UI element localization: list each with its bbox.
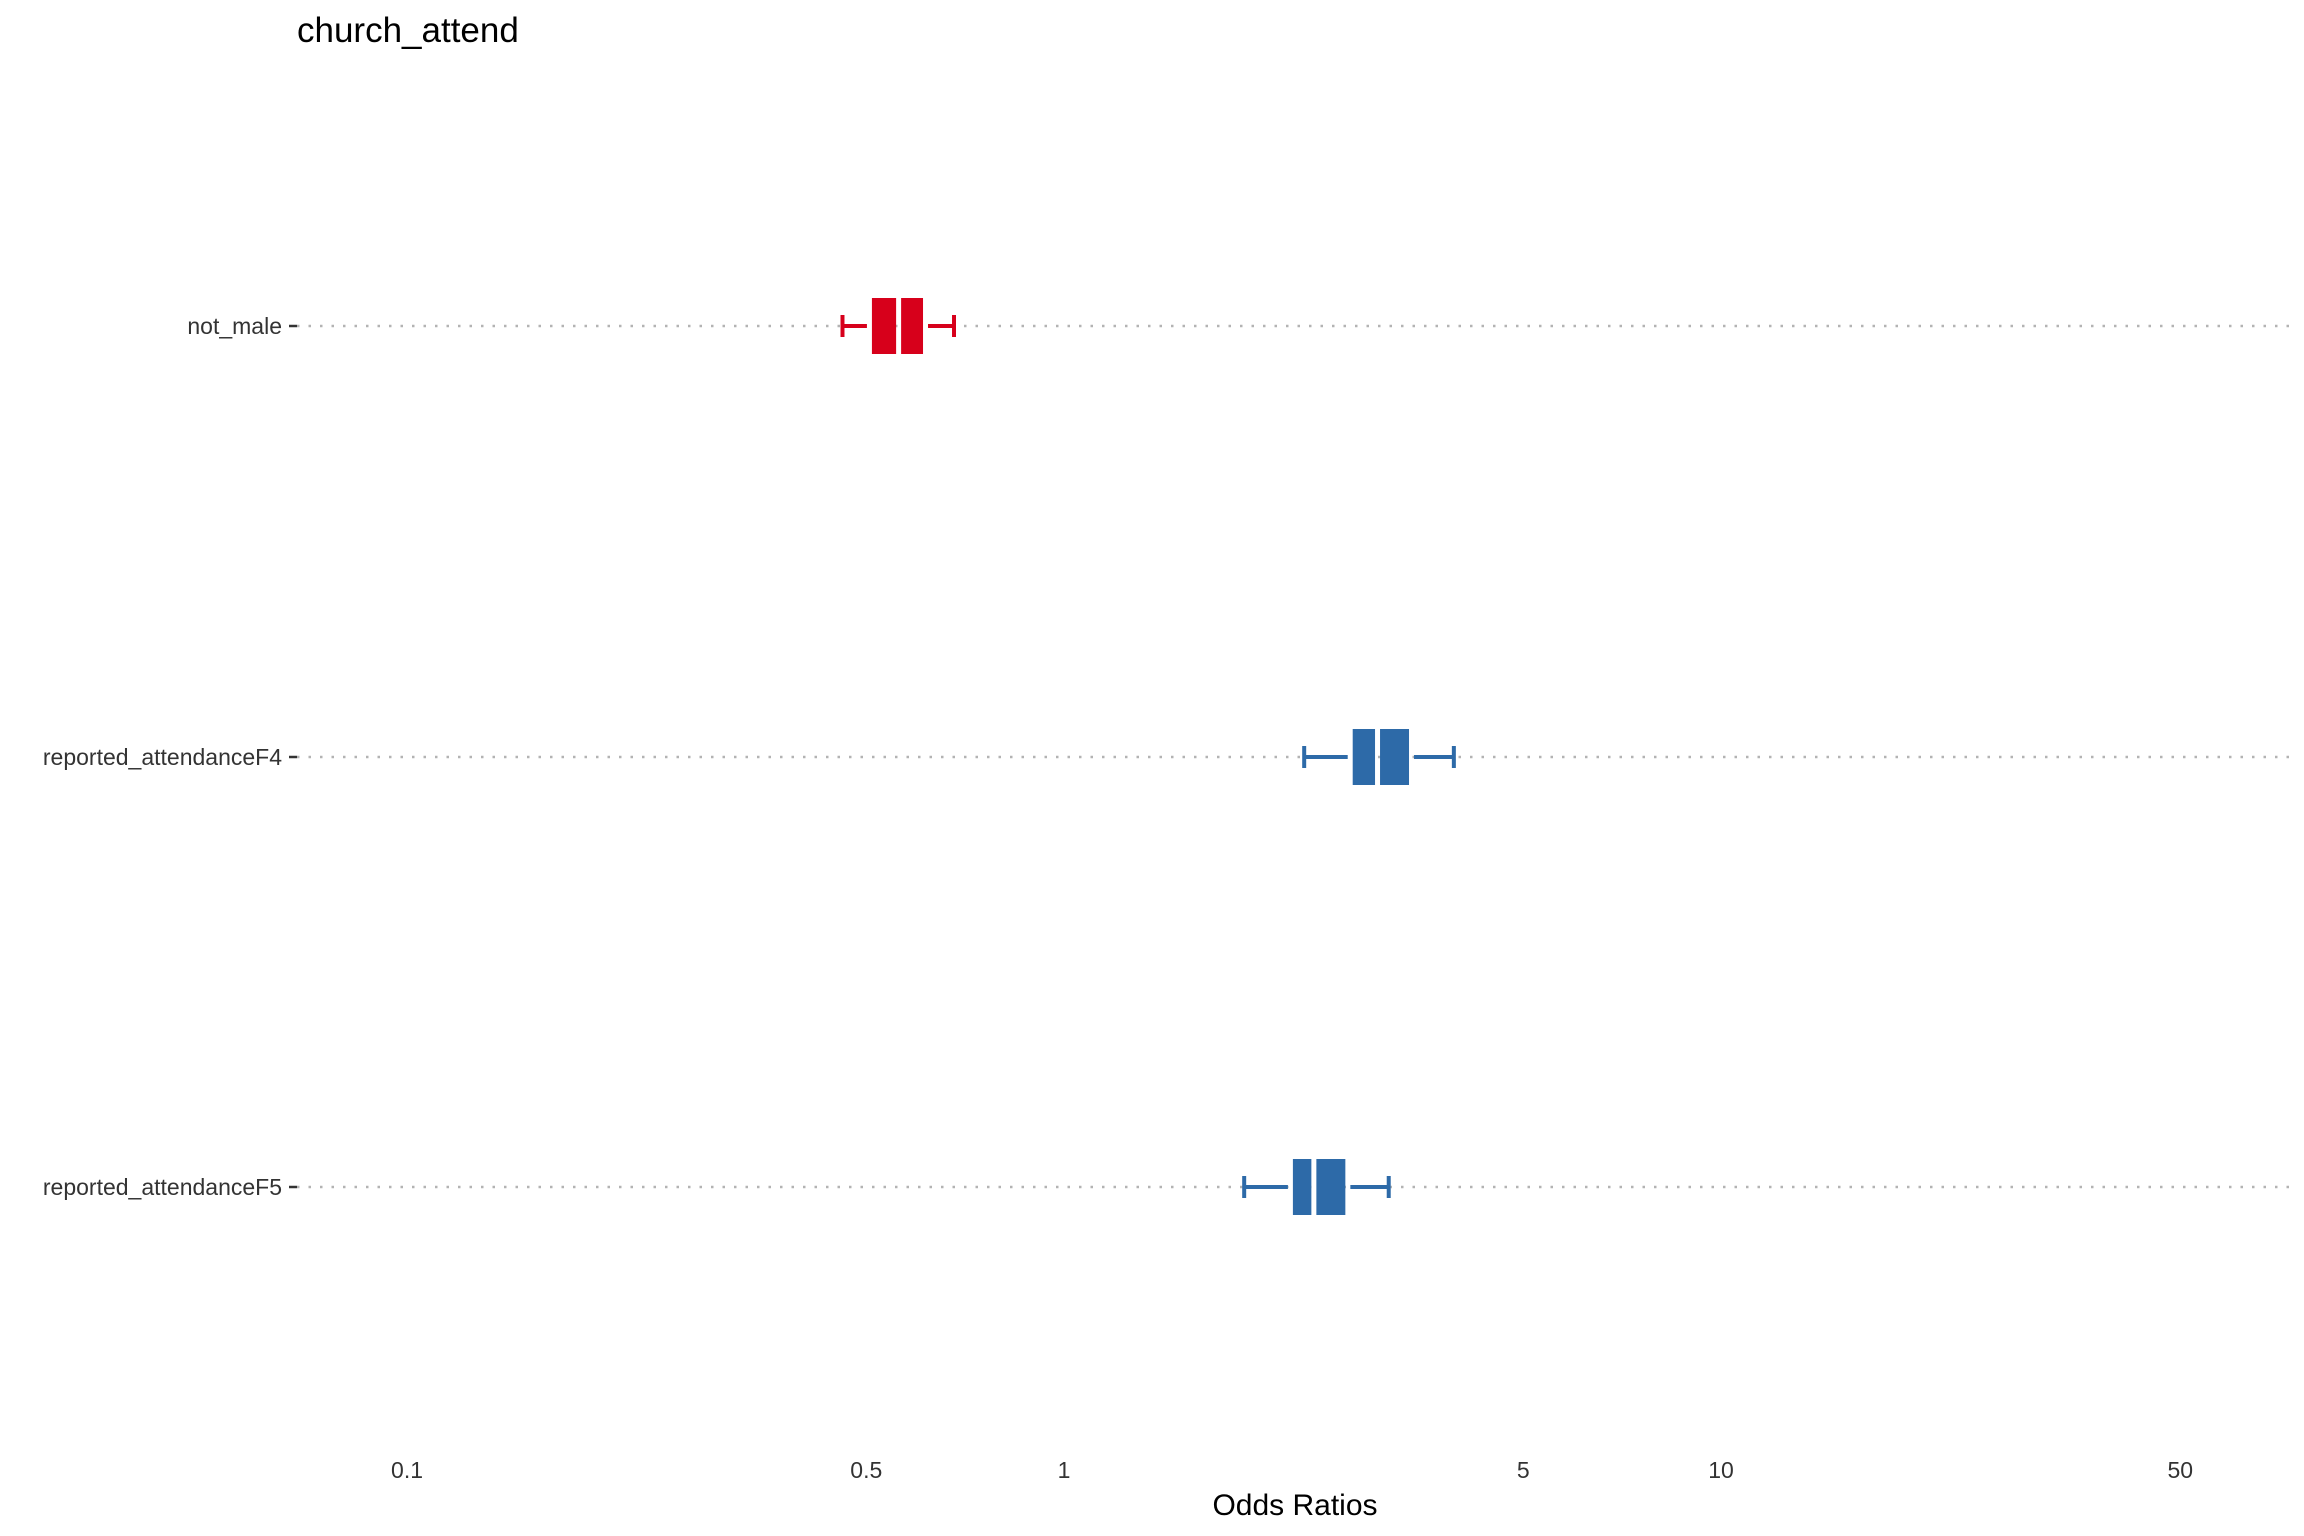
- chart-title: church_attend: [297, 11, 519, 50]
- inner-interval-high: [1380, 729, 1410, 785]
- inner-interval-low: [1352, 729, 1376, 785]
- x-tick-label: 50: [2168, 1457, 2194, 1483]
- inner-interval-high: [1316, 1159, 1346, 1215]
- x-tick-label: 1: [1058, 1457, 1071, 1483]
- term-row: reported_attendanceF4: [43, 729, 1456, 785]
- inner-interval-low: [871, 298, 897, 354]
- term-row: not_male: [187, 298, 957, 354]
- inner-interval-low: [1292, 1159, 1312, 1215]
- x-tick-label: 10: [1708, 1457, 1734, 1483]
- term-row: reported_attendanceF5: [43, 1159, 1391, 1215]
- term-label: not_male: [187, 313, 282, 339]
- x-tick-label: 0.1: [391, 1457, 423, 1483]
- term-rows: not_male reported_attendanceF4 reported_at…: [43, 298, 1456, 1215]
- term-label: reported_attendanceF5: [43, 1174, 282, 1200]
- term-label: reported_attendanceF4: [43, 744, 282, 770]
- x-tick-label: 5: [1517, 1457, 1530, 1483]
- inner-interval-high: [901, 298, 924, 354]
- x-tick-label: 0.5: [850, 1457, 882, 1483]
- x-axis-label: Odds Ratios: [1212, 1489, 1377, 1522]
- grid-lines: [297, 324, 2296, 1189]
- x-axis: 0.1 0.5 1 5 10 50: [391, 1457, 2193, 1483]
